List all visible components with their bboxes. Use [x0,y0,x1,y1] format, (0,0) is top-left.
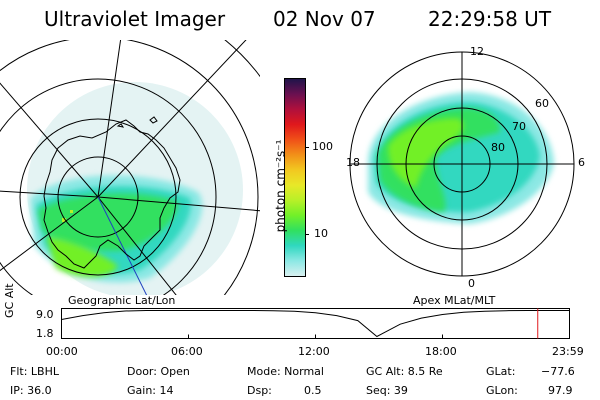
latitude-circles [0,40,260,295]
seq-status: Seq: 39 [366,384,408,397]
observation-time: 22:29:58 UT [428,7,552,31]
mlt-label-18: 18 [346,156,360,169]
noon-meridian [97,196,148,295]
timeline-x-2359: 23:59 [552,345,584,358]
timeline-y-max: 9.0 [36,308,54,321]
timeline-x-1800: 18:00 [425,345,457,358]
aurora-image-magnetic [368,92,554,224]
glat-label: GLat: [486,365,516,378]
magnetic-map [349,51,575,277]
glon-value: 97.9 [548,384,573,397]
mlt-label-12: 12 [470,45,484,58]
mlt-label-0: 0 [468,277,475,290]
gc-alt-status: GC Alt: 8.5 Re [366,365,443,378]
orbit-altitude-line [61,310,570,338]
glat-value: −77.6 [541,365,575,378]
colorbar-label-10: 10 [314,227,328,240]
geographic-caption: Geographic Lat/Lon [68,294,176,307]
colorbar-tick-100 [305,147,309,148]
colorbar-label-100: 100 [312,140,333,153]
geographic-map [0,40,260,295]
coastline [43,119,181,269]
dsp-value: 0.5 [304,384,322,397]
observation-date: 02 Nov 07 [273,7,376,31]
magnetic-caption: Apex MLat/MLT [413,294,496,307]
timeline-x-1200: 12:00 [298,345,330,358]
timeline-y-min: 1.8 [36,327,54,340]
mlat-label-80: 80 [491,141,505,154]
mode-status: Mode: Normal [247,365,324,378]
mlt-label-6: 6 [578,156,585,169]
coastline-islands [116,116,158,128]
orbit-altitude-plot [61,308,570,339]
mlt-axes [350,52,574,276]
colorbar-tick-10 [305,234,309,235]
instrument-title: Ultraviolet Imager [44,7,226,31]
glon-label: GLon: [486,384,518,397]
filter-status: Flt: LBHL [10,365,59,378]
timeline-axis-label: GC Alt [3,283,16,318]
colorbar-unit: photon cm⁻²s⁻¹ [272,139,287,233]
mlat-label-70: 70 [512,120,526,133]
colorbar-gradient [285,79,305,276]
ip-status: IP: 36.0 [10,384,52,397]
timeline-x-0600: 06:00 [171,345,203,358]
aurora-image-geographic [27,82,243,295]
gain-status: Gain: 14 [127,384,174,397]
longitude-meridians [0,40,260,295]
timeline-x-0000: 00:00 [46,345,78,358]
dsp-label: Dsp: [247,384,272,397]
mlat-label-60: 60 [535,97,549,110]
colorbar [284,78,309,277]
door-status: Door: Open [127,365,190,378]
